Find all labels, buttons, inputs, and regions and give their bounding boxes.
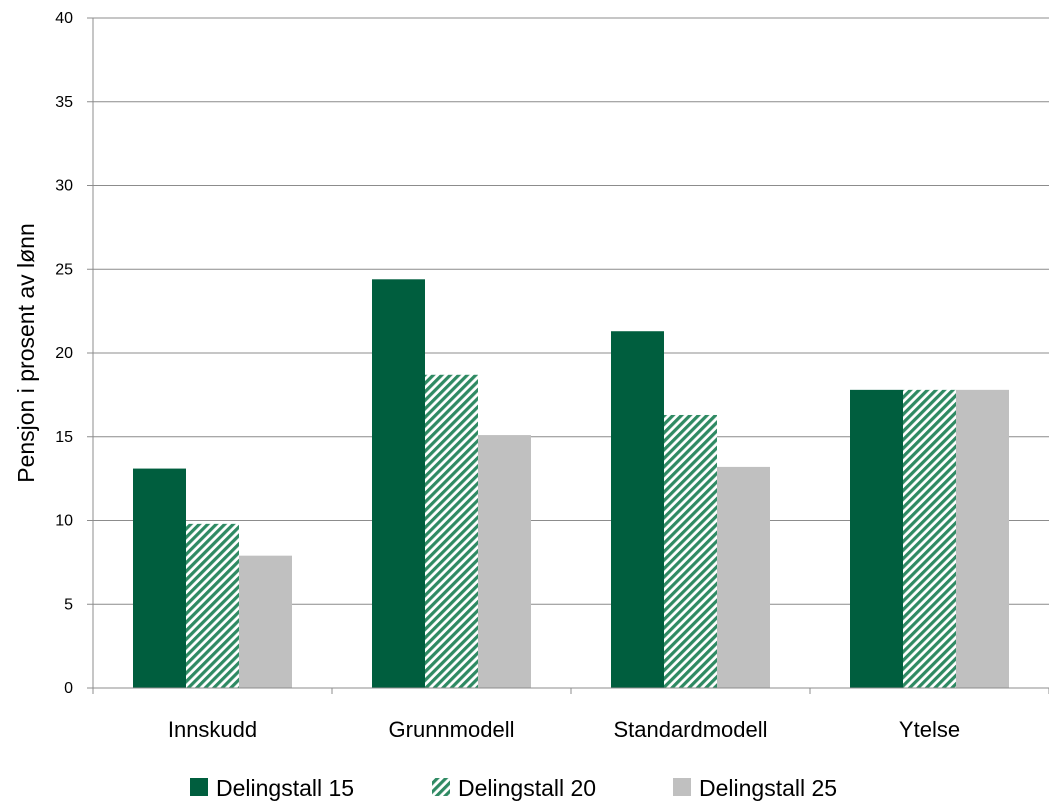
y-tick-label: 10 bbox=[55, 513, 73, 530]
y-tick-label: 35 bbox=[55, 94, 73, 111]
category-label: Innskudd bbox=[168, 717, 257, 742]
legend-swatch bbox=[190, 778, 208, 796]
bar-delingstall-20-innskudd bbox=[186, 523, 239, 688]
gridlines bbox=[93, 17, 1049, 605]
y-tick-label: 0 bbox=[64, 680, 73, 697]
axes bbox=[87, 17, 1049, 694]
bar-delingstall-15-innskudd bbox=[133, 468, 186, 688]
legend-label: Delingstall 25 bbox=[699, 775, 837, 801]
y-tick-labels: 0 5 10 15 20 25 30 35 40 bbox=[55, 10, 73, 697]
bar-delingstall-25-ytelse bbox=[956, 389, 1009, 688]
bar-delingstall-25-innskudd bbox=[239, 555, 292, 688]
y-tick-label: 30 bbox=[55, 178, 73, 195]
bar-delingstall-15-ytelse bbox=[850, 389, 903, 688]
category-label: Standardmodell bbox=[613, 717, 767, 742]
y-tick-label: 5 bbox=[64, 596, 73, 613]
legend-swatch bbox=[432, 778, 450, 796]
bar-delingstall-25-grunnmodell bbox=[478, 435, 531, 688]
bar-delingstall-20-standardmodell bbox=[664, 414, 717, 688]
y-axis-title: Pensjon i prosent av lønn bbox=[13, 223, 39, 483]
bar-delingstall-15-standardmodell bbox=[611, 331, 664, 688]
bar-delingstall-15-grunnmodell bbox=[372, 279, 425, 688]
legend-label: Delingstall 20 bbox=[458, 775, 596, 801]
y-tick-label: 40 bbox=[55, 10, 73, 27]
category-label: Ytelse bbox=[899, 717, 960, 742]
legend: Delingstall 15 Delingstall 20 Delingstall … bbox=[190, 775, 837, 801]
category-labels: Innskudd Grunnmodell Standardmodell Ytelse bbox=[168, 717, 960, 742]
bar-delingstall-25-standardmodell bbox=[717, 466, 770, 688]
bars bbox=[133, 279, 1009, 688]
y-tick-label: 20 bbox=[55, 345, 73, 362]
category-label: Grunnmodell bbox=[389, 717, 515, 742]
legend-swatch bbox=[673, 778, 691, 796]
legend-label: Delingstall 15 bbox=[216, 775, 354, 801]
y-tick-label: 15 bbox=[55, 429, 73, 446]
bar-delingstall-20-ytelse bbox=[903, 389, 956, 688]
y-tick-label: 25 bbox=[55, 261, 73, 278]
bar-delingstall-20-grunnmodell bbox=[425, 374, 478, 688]
